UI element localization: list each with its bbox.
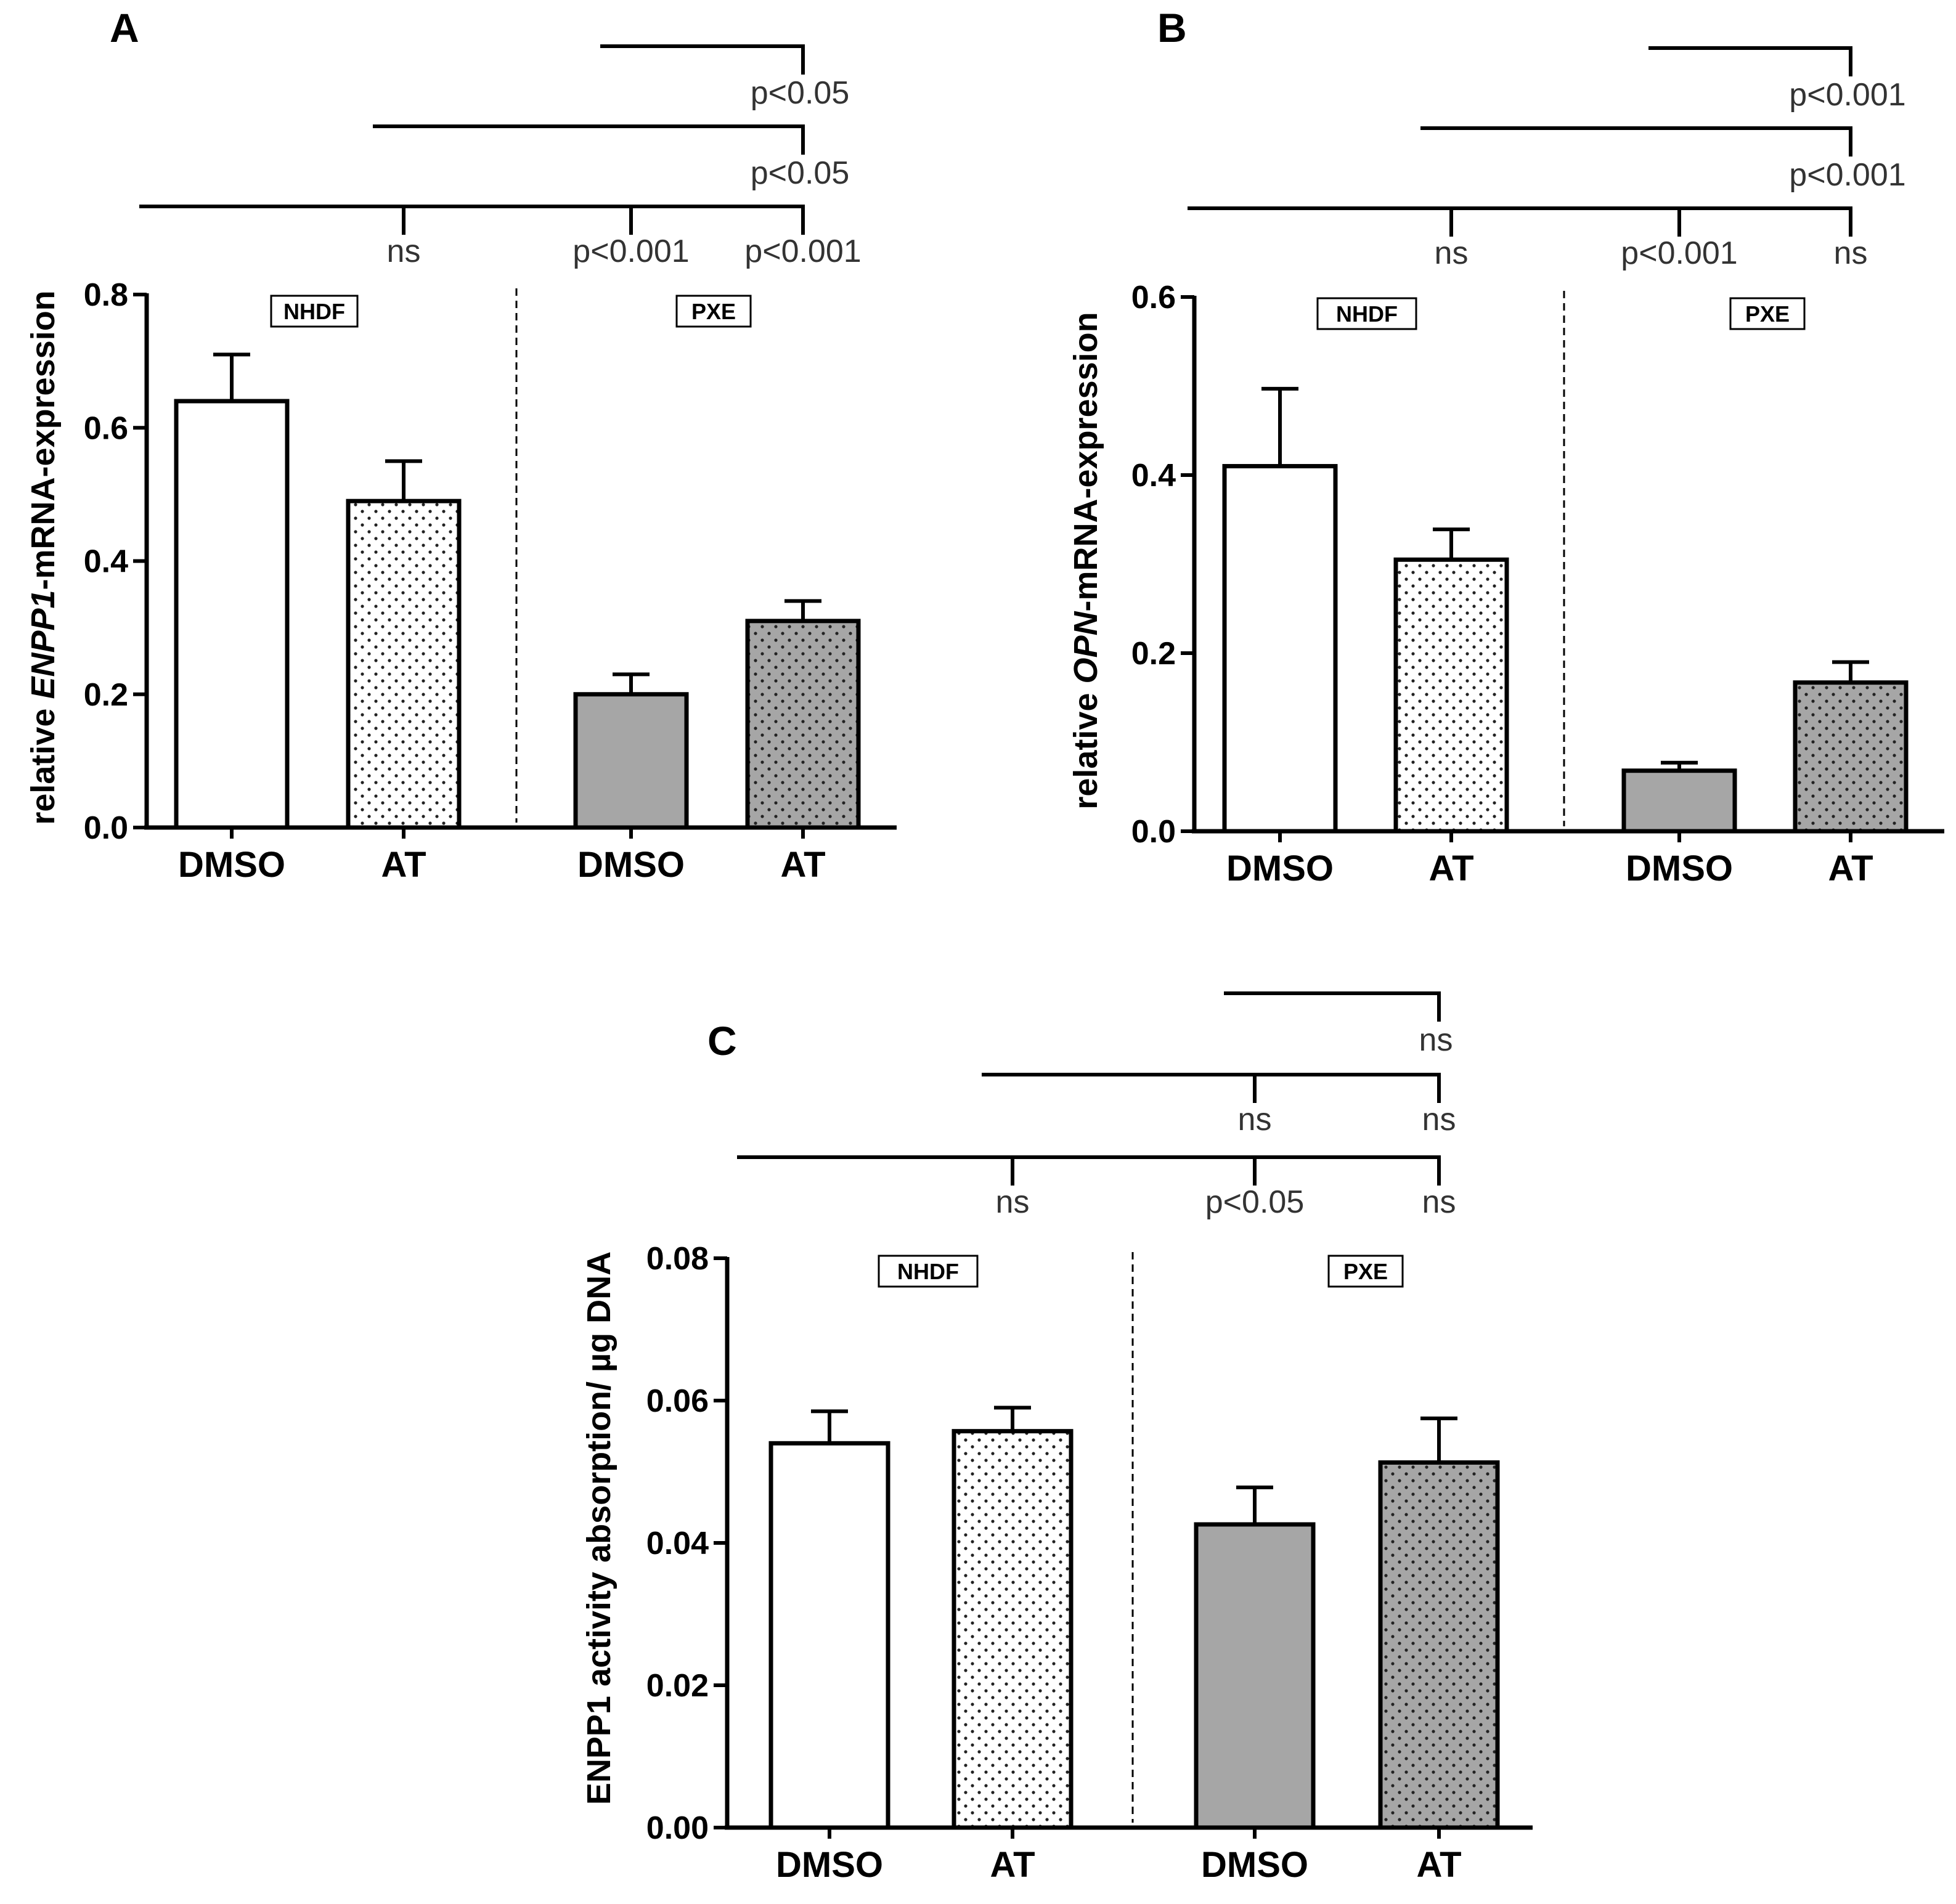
bar (176, 401, 287, 828)
y-tick-label: 0.4 (1131, 458, 1176, 494)
x-tick-label: AT (780, 845, 825, 885)
panel-letter: C (707, 1018, 737, 1064)
sig-label: p<0.001 (1621, 235, 1737, 271)
sig-label: ns (996, 1184, 1030, 1220)
sig-label: p<0.001 (1789, 77, 1905, 113)
bar (1396, 559, 1507, 831)
group-label: NHDF (283, 299, 345, 324)
bar (1624, 771, 1735, 831)
bar (1795, 683, 1906, 831)
panel-a: A relative ENPP1-mRNA-expression 0.0 0.2 0… (25, 5, 897, 885)
bar (1225, 466, 1335, 831)
y-tick-label: 0.2 (1131, 636, 1176, 672)
sig-label: ns (387, 234, 421, 269)
x-tick-label: AT (990, 1845, 1035, 1885)
y-tick-label: 0.04 (646, 1526, 709, 1561)
bar (954, 1431, 1071, 1828)
y-tick-label: 0.08 (646, 1241, 709, 1277)
bar (576, 694, 687, 828)
x-tick-label: DMSO (1226, 848, 1334, 889)
bar (771, 1443, 888, 1828)
group-label: PXE (691, 299, 736, 324)
y-tick-label: 0.2 (84, 677, 128, 713)
y-tick-label: 0.8 (84, 277, 128, 313)
panel-b: B relative OPN-mRNA-expression 0.0 0.2 0.4… (1067, 5, 1944, 889)
sig-label: p<0.05 (751, 75, 850, 111)
group-label: PXE (1745, 301, 1790, 327)
x-tick-label: AT (1828, 848, 1873, 889)
bar (348, 501, 459, 828)
sig-label: p<0.001 (1789, 157, 1905, 193)
y-tick-label: 0.0 (1131, 814, 1176, 850)
sig-label: p<0.001 (744, 234, 861, 269)
sig-label: p<0.05 (751, 155, 850, 191)
y-axis-label: ENPP1 activity absorption/ µg DNA (581, 1251, 617, 1805)
bar (1196, 1524, 1313, 1828)
x-tick-label: DMSO (1626, 848, 1733, 889)
y-axis-label: relative ENPP1-mRNA-expression (25, 290, 62, 824)
sig-label: p<0.001 (573, 234, 689, 269)
x-tick-label: DMSO (776, 1845, 883, 1885)
y-tick-label: 0.6 (84, 410, 128, 446)
panel-letter: B (1157, 5, 1187, 51)
bar (748, 621, 858, 828)
y-axis-label: relative OPN-mRNA-expression (1067, 312, 1104, 809)
sig-label: p<0.05 (1205, 1184, 1305, 1220)
bar (1380, 1462, 1498, 1828)
sig-label: ns (1435, 235, 1469, 271)
x-tick-label: DMSO (178, 845, 285, 885)
x-tick-label: AT (381, 845, 426, 885)
x-tick-label: AT (1428, 848, 1473, 889)
y-tick-label: 0.06 (646, 1383, 709, 1419)
panel-c: C ENPP1 activity absorption/ µg DNA 0.00… (581, 993, 1533, 1885)
sig-label: ns (1422, 1184, 1456, 1220)
y-tick-label: 0.0 (84, 810, 128, 846)
panel-letter: A (110, 5, 139, 51)
x-tick-label: DMSO (1201, 1845, 1308, 1885)
figure: A relative ENPP1-mRNA-expression 0.0 0.2 0… (0, 0, 1956, 1904)
group-label: NHDF (897, 1259, 959, 1284)
y-tick-label: 0.6 (1131, 280, 1176, 315)
sig-label: ns (1419, 1022, 1453, 1058)
sig-label: ns (1834, 235, 1868, 271)
group-label: PXE (1343, 1259, 1388, 1284)
x-tick-label: DMSO (577, 845, 685, 885)
y-tick-label: 0.4 (84, 544, 128, 580)
group-label: NHDF (1336, 301, 1398, 327)
x-tick-label: AT (1416, 1845, 1461, 1885)
sig-label: ns (1238, 1102, 1272, 1137)
y-tick-label: 0.02 (646, 1668, 709, 1704)
sig-label: ns (1422, 1102, 1456, 1137)
y-tick-label: 0.00 (646, 1810, 709, 1846)
